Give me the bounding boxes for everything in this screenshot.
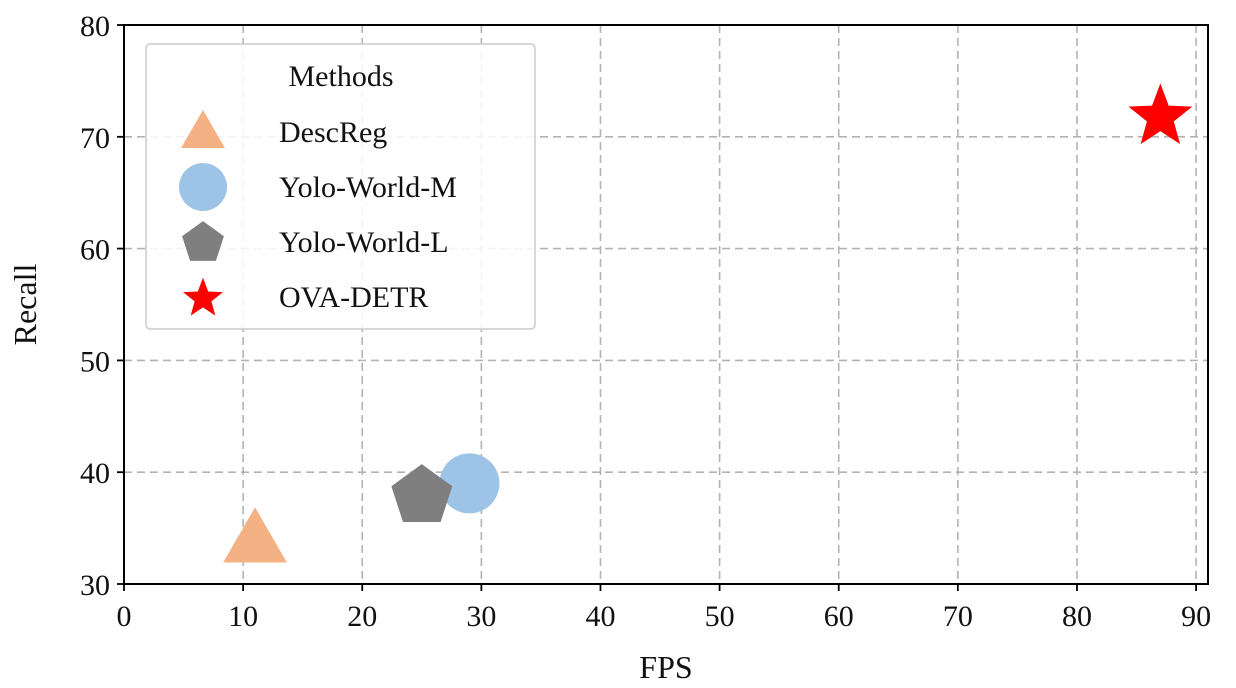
x-tick-label: 70: [943, 600, 973, 633]
y-tick-label: 70: [80, 122, 110, 155]
legend: Methods DescReg Yolo-World-M Yolo-World-L O…: [145, 43, 536, 330]
x-tick-label: 20: [347, 600, 377, 633]
data-points: [223, 83, 1193, 563]
legend-label-descreg: DescReg: [279, 116, 387, 149]
x-tick-label: 10: [228, 600, 258, 633]
point-ova-detr-star-marker: [1128, 83, 1193, 145]
x-tick-label: 60: [824, 600, 854, 633]
legend-box: [145, 43, 536, 330]
y-tick-label: 60: [80, 234, 110, 267]
y-tick-label: 50: [80, 345, 110, 378]
legend-label-yolo-world-m: Yolo-World-M: [279, 171, 457, 204]
legend-label-ova-detr: OVA-DETR: [279, 281, 428, 314]
axis-ticks: 0 10 20 30 40 50 60 70 80 90 30 40 50 60 70 80: [80, 10, 1211, 633]
legend-items: DescReg Yolo-World-M Yolo-World-L OVA-DETR: [179, 110, 457, 316]
point-yolo-world-m-circle-marker: [439, 453, 500, 514]
point-yolo-world-l-pentagon-marker: [391, 464, 453, 523]
x-tick-label: 50: [705, 600, 735, 633]
point-descreg-triangle-marker: [223, 507, 287, 563]
y-tick-label: 30: [80, 569, 110, 602]
x-tick-label: 40: [585, 600, 615, 633]
y-tick-label: 80: [80, 10, 110, 43]
legend-ova-detr-star-marker: [183, 277, 223, 316]
plot-frame: [123, 24, 1209, 585]
x-tick-label: 90: [1181, 600, 1211, 633]
legend-yolo-world-l-pentagon-marker: [182, 221, 224, 261]
legend-descreg-triangle-marker: [181, 110, 225, 148]
x-tick-label: 0: [117, 600, 132, 633]
y-axis-title: Recall: [7, 264, 43, 346]
legend-title: Methods: [289, 60, 394, 93]
x-tick-label: 30: [466, 600, 496, 633]
y-tick-label: 40: [80, 457, 110, 490]
x-tick-label: 80: [1062, 600, 1092, 633]
x-axis-title: FPS: [639, 649, 692, 685]
legend-label-yolo-world-l: Yolo-World-L: [279, 226, 449, 259]
legend-yolo-world-m-circle-marker: [179, 163, 227, 211]
